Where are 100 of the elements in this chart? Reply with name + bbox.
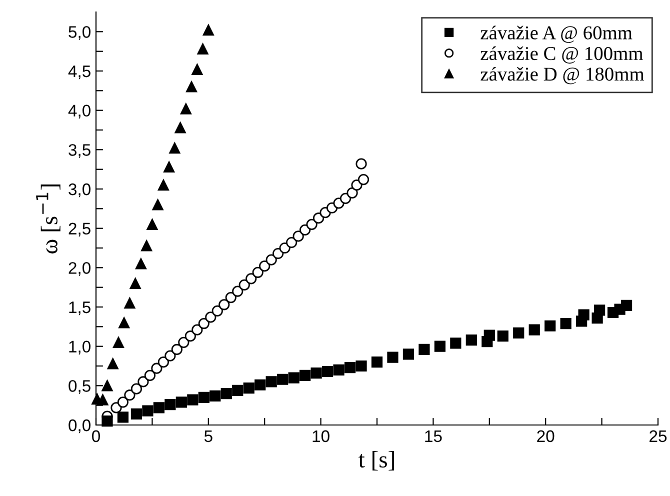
point [124,390,136,401]
point [164,350,176,362]
x-tick-label: 25 [650,430,667,442]
point [322,366,334,378]
point [124,298,136,309]
point [351,180,362,191]
point [205,312,216,323]
point [142,405,154,416]
point [402,348,414,360]
point [286,236,298,248]
point [192,324,203,336]
point [117,396,129,408]
point [130,408,142,420]
point [371,356,383,368]
point [153,402,164,414]
legend-label: závažie C @ 100mm [480,46,644,64]
point [152,199,164,210]
point [176,396,187,408]
point [220,388,232,400]
point [107,358,118,370]
point [594,304,606,316]
point [578,309,590,320]
x-tick-label: 15 [425,430,442,442]
point [164,161,175,173]
point [198,392,210,404]
point [158,180,169,191]
point [259,260,270,272]
point [112,336,124,348]
point [118,317,130,328]
point [450,338,462,349]
point [169,142,180,154]
point [180,103,192,114]
point [288,372,300,384]
point [620,300,632,311]
point [184,330,196,342]
point [387,352,398,363]
point [197,43,208,55]
y-tick-label: 3,5 [68,144,90,158]
point [198,318,210,330]
x-tick-label: 10 [312,430,330,442]
y-axis-title: ω [s$^{−1}$] [36,184,60,254]
point [306,218,318,230]
point [356,360,367,372]
point [272,248,284,260]
point [300,370,311,381]
point [513,327,524,339]
point [97,394,108,406]
point [277,374,288,385]
point [266,376,277,388]
x-tick-label: 20 [537,430,554,442]
point [252,266,264,278]
point [484,330,495,341]
point [333,364,344,376]
point [560,318,572,330]
point [218,299,230,310]
point [164,398,176,410]
x-tick-label: 5 [204,430,212,442]
point [130,383,142,394]
y-tick-label: 0,0 [68,419,90,434]
point [356,158,367,170]
point [225,292,236,304]
point [232,286,244,297]
point [186,81,198,92]
point [212,305,223,316]
point [202,24,214,36]
y-tick-label: 1,0 [69,340,90,355]
point [158,356,169,368]
point [246,273,257,284]
point [232,384,244,396]
point [187,394,198,406]
point [141,240,152,252]
legend-label: závažie D @ 180mm [480,67,644,84]
x-axis-title: t [s] [358,450,394,470]
point [254,379,266,390]
point [146,218,158,230]
y-tick-label: 3,0 [68,183,90,198]
point [210,390,221,402]
y-tick-label: 4,0 [68,104,90,119]
point [466,334,477,346]
point [418,344,430,356]
y-tick-label: 5,0 [68,26,90,40]
y-tick-label: 1,5 [69,302,90,316]
point [238,279,250,291]
point [135,258,147,270]
point [292,230,304,242]
x-tick-label: 0 [92,430,100,442]
point [174,122,186,134]
point [102,416,113,427]
point [528,324,540,336]
point [171,344,182,356]
point [130,278,141,289]
point [346,187,358,198]
y-tick-label: 4,5 [68,66,90,80]
point [344,362,356,374]
point [102,380,113,392]
point [138,376,149,388]
point [192,64,203,75]
point [310,368,322,379]
y-tick-label: 2,5 [68,222,90,237]
point [144,370,156,381]
